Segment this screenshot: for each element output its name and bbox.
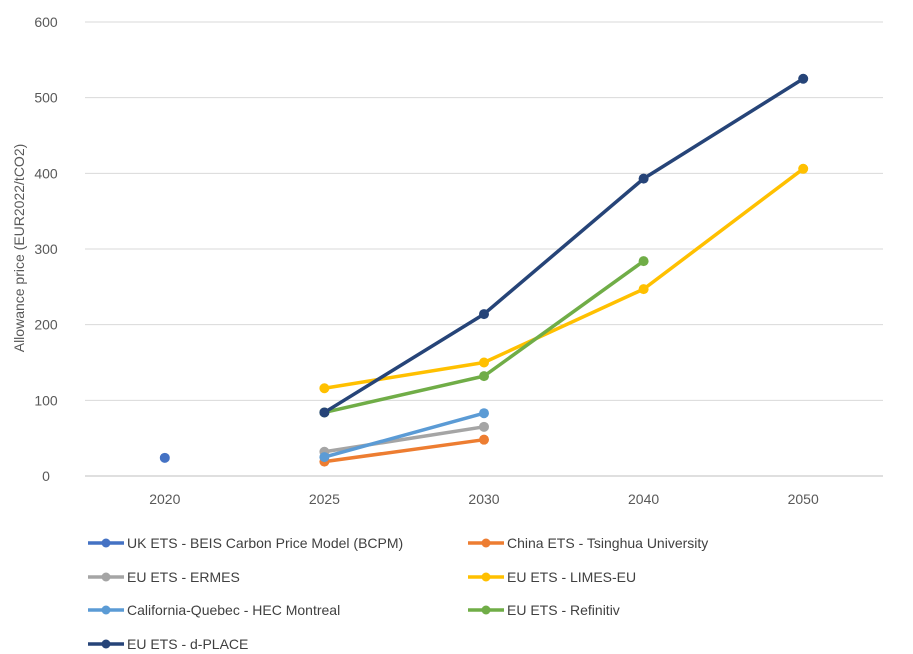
data-point bbox=[798, 73, 809, 84]
series-4 bbox=[319, 163, 809, 394]
series-line bbox=[322, 437, 486, 464]
legend-label: EU ETS - Refinitiv bbox=[507, 602, 620, 618]
legend-item: EU ETS - Refinitiv bbox=[468, 602, 620, 618]
legend: UK ETS - BEIS Carbon Price Model (BCPM) C… bbox=[88, 535, 708, 652]
legend-label: EU ETS - d-PLACE bbox=[127, 636, 248, 652]
x-tick-label: 2025 bbox=[309, 491, 340, 507]
legend-swatch-marker bbox=[481, 605, 491, 615]
x-axis-ticks: 2020 2025 2030 2040 2050 bbox=[149, 491, 819, 507]
legend-swatch-marker bbox=[481, 572, 491, 582]
legend-item: UK ETS - BEIS Carbon Price Model (BCPM) bbox=[88, 535, 403, 551]
y-axis-title: Allowance price (EUR2022/tCO2) bbox=[11, 144, 27, 353]
x-tick-label: 2030 bbox=[468, 491, 499, 507]
data-point bbox=[479, 357, 489, 368]
series-7 bbox=[319, 73, 809, 418]
series-line bbox=[322, 167, 805, 390]
legend-label: UK ETS - BEIS Carbon Price Model (BCPM) bbox=[127, 535, 403, 551]
data-point bbox=[479, 408, 489, 419]
series-line bbox=[322, 425, 486, 454]
legend-swatch-marker bbox=[101, 639, 111, 649]
x-tick-label: 2040 bbox=[628, 491, 659, 507]
legend-item: EU ETS - ERMES bbox=[88, 569, 240, 585]
data-point bbox=[319, 383, 330, 394]
data-point bbox=[638, 256, 649, 267]
series-group bbox=[159, 73, 809, 467]
legend-label: EU ETS - ERMES bbox=[127, 569, 240, 585]
y-tick-label: 300 bbox=[34, 241, 58, 257]
series-5 bbox=[319, 408, 489, 463]
data-point bbox=[638, 284, 649, 295]
legend-label: California-Quebec - HEC Montreal bbox=[127, 602, 340, 618]
y-tick-label: 600 bbox=[34, 14, 58, 30]
data-point bbox=[319, 452, 330, 463]
y-tick-label: 100 bbox=[34, 392, 58, 408]
data-point bbox=[479, 371, 489, 382]
legend-swatch-marker bbox=[101, 605, 111, 615]
legend-label: China ETS - Tsinghua University bbox=[507, 535, 708, 551]
legend-item: California-Quebec - HEC Montreal bbox=[88, 602, 340, 618]
series-line bbox=[322, 77, 805, 415]
data-point bbox=[479, 421, 489, 432]
legend-item: EU ETS - LIMES-EU bbox=[468, 569, 636, 585]
y-axis-ticks: 0 100 200 300 400 500 600 bbox=[34, 14, 58, 484]
legend-swatch-marker bbox=[481, 538, 491, 548]
x-tick-label: 2050 bbox=[788, 491, 819, 507]
gridlines bbox=[85, 21, 883, 477]
y-tick-label: 0 bbox=[42, 468, 50, 484]
data-point bbox=[319, 407, 330, 418]
data-point bbox=[159, 452, 170, 463]
legend-swatch-marker bbox=[101, 538, 111, 548]
data-point bbox=[798, 163, 809, 174]
series-6 bbox=[319, 256, 649, 418]
y-tick-label: 400 bbox=[34, 165, 58, 181]
y-tick-label: 500 bbox=[34, 90, 58, 106]
legend-item: EU ETS - d-PLACE bbox=[88, 636, 248, 652]
series-1 bbox=[159, 452, 170, 463]
x-tick-label: 2020 bbox=[149, 491, 180, 507]
data-point bbox=[479, 309, 489, 320]
series-line bbox=[322, 411, 486, 459]
y-tick-label: 200 bbox=[34, 317, 58, 333]
series-line bbox=[322, 259, 646, 415]
legend-swatch-marker bbox=[101, 572, 111, 582]
legend-item: China ETS - Tsinghua University bbox=[468, 535, 708, 551]
data-point bbox=[638, 173, 649, 184]
legend-label: EU ETS - LIMES-EU bbox=[507, 569, 636, 585]
data-point bbox=[479, 434, 489, 445]
